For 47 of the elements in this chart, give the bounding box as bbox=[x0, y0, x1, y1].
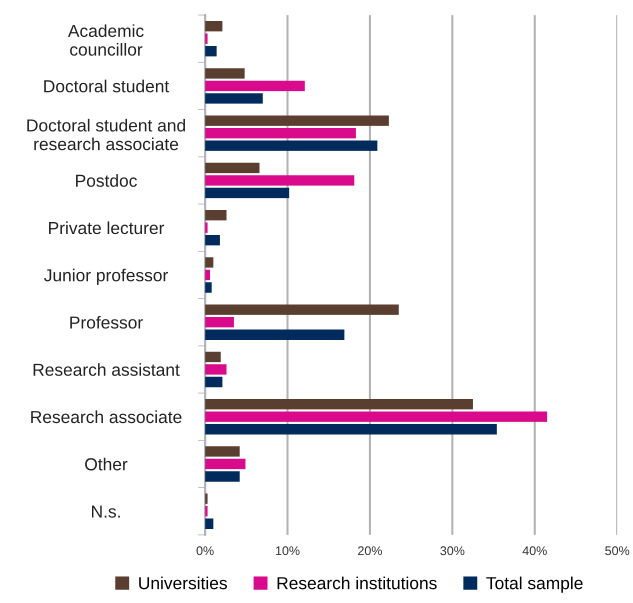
bar bbox=[205, 175, 354, 186]
bar bbox=[205, 20, 222, 32]
y-tick-label: Doctoral student and research associate bbox=[27, 118, 185, 150]
bar bbox=[205, 80, 305, 92]
x-tick-label: 0% bbox=[196, 546, 214, 556]
bar bbox=[205, 93, 263, 104]
bar bbox=[205, 188, 290, 198]
legend-label: Research institutions bbox=[278, 576, 437, 590]
y-tick-label: Other bbox=[85, 458, 128, 470]
y-tick-label: Professor bbox=[70, 316, 143, 329]
bar bbox=[205, 235, 220, 246]
y-tick-label: Research associate bbox=[31, 410, 182, 424]
y-tick-label: Academic councillor bbox=[68, 24, 144, 56]
y-tick-label: Junior professor bbox=[44, 268, 168, 285]
bar bbox=[205, 46, 217, 56]
bar bbox=[205, 304, 399, 315]
x-tick-label: 40% bbox=[522, 546, 547, 556]
bar bbox=[205, 115, 389, 126]
y-tick-label: Research assistant bbox=[34, 363, 180, 376]
y-tick-label: N.s. bbox=[92, 506, 120, 518]
bar bbox=[205, 128, 356, 138]
bar bbox=[205, 399, 473, 410]
bar bbox=[205, 424, 497, 434]
bar bbox=[205, 471, 240, 482]
bar bbox=[205, 257, 214, 268]
bar bbox=[205, 162, 260, 174]
bar bbox=[205, 376, 222, 388]
y-tick-label: Postdoc bbox=[76, 174, 137, 187]
legend-label: Total sample bbox=[486, 576, 583, 593]
x-tick-label: 50% bbox=[605, 546, 630, 556]
bar bbox=[205, 140, 378, 151]
bar bbox=[205, 68, 245, 79]
bar bbox=[205, 317, 234, 328]
x-tick-label: 10% bbox=[276, 546, 300, 556]
y-tick-label: Private lecturer bbox=[49, 221, 164, 234]
bar bbox=[205, 364, 227, 375]
bar bbox=[205, 352, 221, 362]
bar bbox=[205, 210, 227, 220]
bar bbox=[205, 458, 246, 470]
y-tick-label: Doctoral student bbox=[44, 80, 170, 92]
x-tick-label: 30% bbox=[440, 546, 464, 556]
bar bbox=[205, 446, 240, 457]
bar bbox=[205, 518, 214, 529]
bar bbox=[205, 330, 344, 340]
legend-label: Universities bbox=[139, 576, 227, 590]
x-tick-label: 20% bbox=[358, 546, 382, 556]
bar bbox=[205, 412, 548, 422]
